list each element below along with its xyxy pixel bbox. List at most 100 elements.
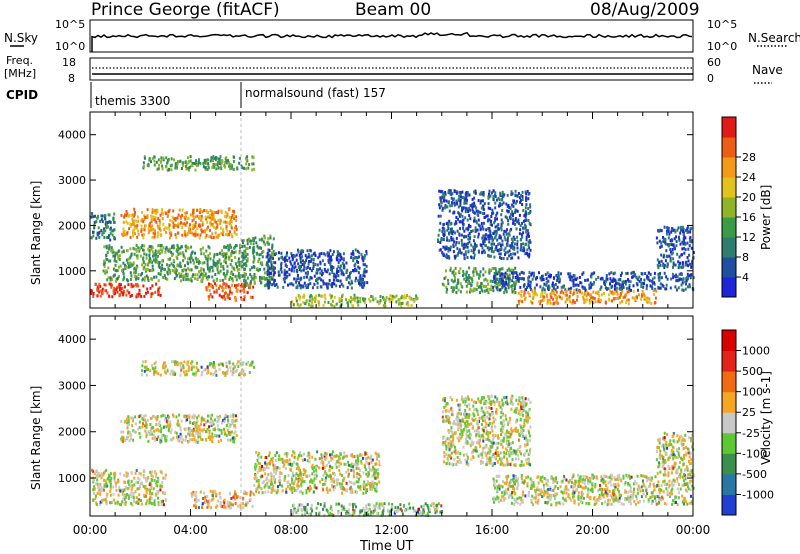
scatter-cell: [197, 161, 200, 164]
scatter-cell: [253, 167, 256, 171]
scatter-cell: [180, 440, 183, 444]
scatter-cell: [449, 192, 452, 196]
scatter-cell: [540, 278, 543, 282]
scatter-cell: [501, 221, 504, 225]
scatter-cell: [251, 168, 254, 172]
scatter-cell: [135, 295, 138, 299]
scatter-cell: [337, 261, 340, 265]
scatter-cell: [689, 235, 692, 239]
scatter-cell: [212, 213, 215, 217]
scatter-cell: [119, 489, 122, 493]
scatter-cell: [622, 280, 625, 284]
station-title: Prince George (fitACF): [91, 0, 280, 20]
scatter-cell: [680, 228, 683, 232]
scatter-cell: [176, 264, 179, 268]
scatter-cell: [105, 254, 108, 258]
scatter-cell: [227, 504, 230, 508]
scatter-cell: [252, 242, 255, 246]
scatter-cell: [328, 293, 331, 297]
scatter-cell: [443, 195, 446, 198]
scatter-cell: [597, 275, 600, 279]
scatter-cell: [160, 436, 163, 440]
scatter-cell: [690, 265, 693, 269]
scatter-cell: [543, 282, 546, 286]
scatter-cell: [257, 260, 260, 264]
scatter-cell: [129, 256, 132, 260]
scatter-cell: [630, 271, 633, 275]
scatter-cell: [322, 483, 324, 486]
scatter-cell: [144, 424, 146, 428]
scatter-cell: [326, 251, 329, 255]
scatter-cell: [213, 255, 216, 259]
scatter-cell: [230, 259, 233, 263]
scatter-cell: [460, 208, 463, 212]
scatter-cell: [272, 260, 275, 264]
scatter-cell: [523, 291, 526, 295]
scatter-cell: [448, 209, 451, 213]
scatter-cell: [576, 276, 579, 280]
scatter-cell: [241, 251, 244, 255]
scatter-cell: [193, 435, 196, 439]
scatter-cell: [219, 501, 222, 504]
scatter-cell: [660, 229, 663, 233]
scatter-cell: [473, 211, 476, 215]
scatter-cell: [203, 261, 206, 265]
scatter-cell: [489, 232, 492, 235]
scatter-cell: [220, 161, 223, 165]
scatter-cell: [515, 201, 518, 205]
scatter-cell: [342, 252, 345, 256]
scatter-cell: [466, 242, 469, 246]
scatter-cell: [190, 268, 193, 272]
scatter-cell: [688, 244, 691, 248]
scatter-cell: [164, 276, 167, 280]
scatter-cell: [463, 198, 466, 202]
scatter-cell: [562, 285, 565, 289]
scatter-cell: [627, 302, 630, 306]
scatter-cell: [101, 291, 104, 295]
scatter-cell: [363, 263, 366, 267]
scatter-cell: [609, 282, 611, 286]
scatter-cell: [493, 284, 496, 288]
scatter-cell: [116, 290, 119, 294]
scatter-cell: [128, 483, 131, 487]
scatter-cell: [143, 244, 146, 248]
scatter-cell: [204, 495, 207, 499]
scatter-cell: [235, 285, 237, 289]
scatter-cell: [237, 504, 240, 508]
scatter-cell: [251, 360, 254, 364]
scatter-cell: [241, 368, 244, 372]
scatter-cell: [154, 438, 157, 442]
scatter-cell: [158, 266, 161, 269]
scatter-cell: [192, 421, 195, 425]
scatter-cell: [135, 293, 138, 297]
scatter-cell: [253, 278, 256, 282]
scatter-cell: [280, 256, 283, 260]
scatter-cell: [517, 218, 520, 222]
scatter-cell: [465, 191, 468, 195]
scatter-cell: [206, 262, 209, 266]
scatter-cell: [185, 162, 188, 166]
scatter-cell: [156, 484, 159, 488]
scatter-cell: [190, 361, 192, 365]
scatter-cell: [114, 481, 117, 485]
scatter-cell: [158, 422, 161, 426]
scatter-cell: [463, 277, 466, 281]
scatter-cell: [172, 373, 175, 377]
scatter-cell: [206, 167, 209, 171]
scatter-cell: [340, 299, 343, 303]
scatter-cell: [230, 226, 233, 230]
scatter-cell: [150, 225, 152, 229]
scatter-cell: [452, 280, 455, 284]
scatter-cell: [348, 276, 351, 280]
scatter-cell: [468, 240, 471, 244]
scatter-cell: [488, 271, 491, 275]
scatter-cell: [201, 506, 204, 509]
scatter-cell: [209, 234, 212, 238]
scatter-cell: [464, 250, 467, 254]
scatter-cell: [215, 373, 218, 377]
scatter-cell: [164, 476, 167, 480]
scatter-cell: [216, 415, 219, 419]
scatter-cell: [538, 300, 541, 304]
scatter-cell: [143, 468, 146, 472]
scatter-cell: [219, 279, 222, 283]
